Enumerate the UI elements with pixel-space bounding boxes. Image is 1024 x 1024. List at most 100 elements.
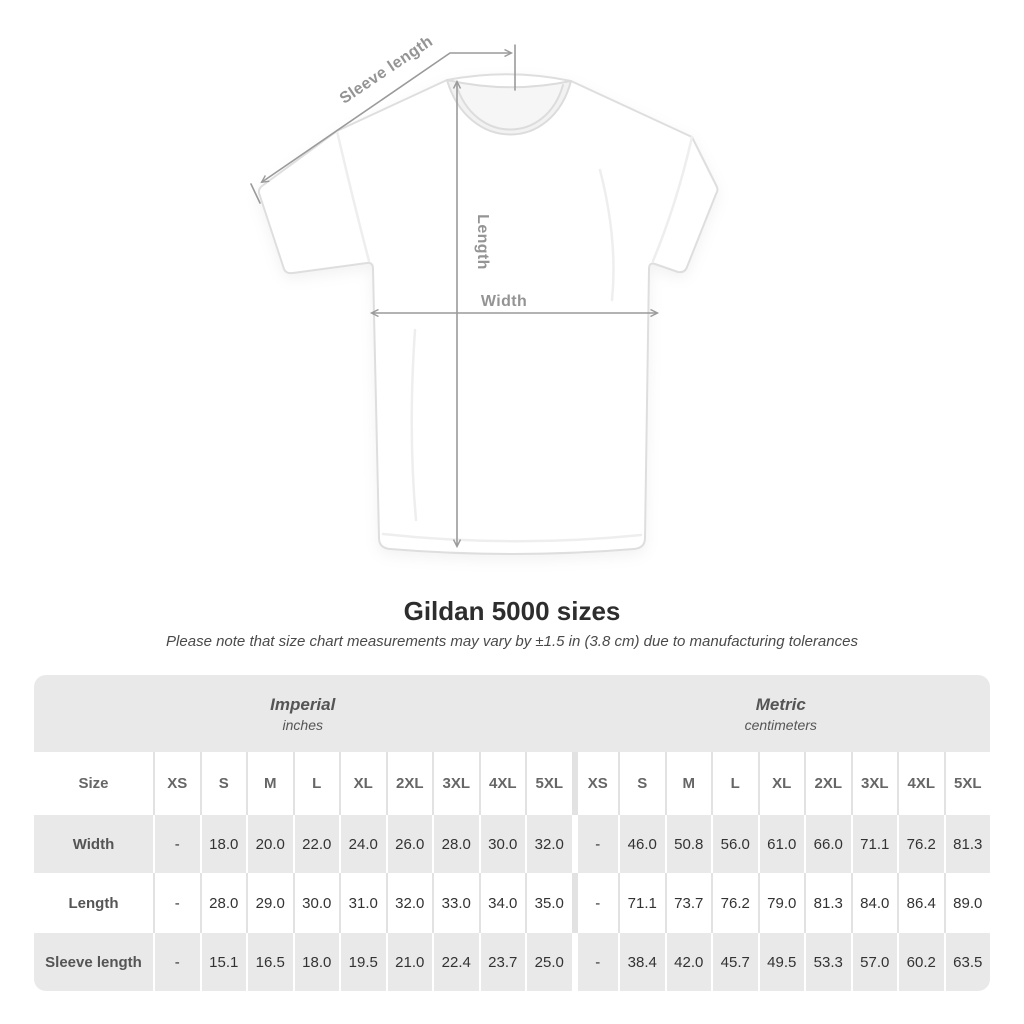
value-cell-metric: 42.0 [664,933,711,991]
value-cell-imperial: 18.0 [292,933,339,991]
value-cell-metric: 89.0 [943,873,990,933]
dimension-lines [250,44,660,549]
value-cell-metric: 60.2 [897,933,944,991]
size-col-header-metric: 2XL [804,752,851,815]
tshirt-graphic [257,73,719,555]
size-header-row: Size XS S M L XL 2XL 3XL 4XL 5XL XS S M L XL 2XL 3XL 4XL… [34,752,990,815]
table-row: Sleeve length -15.1 16.5 18.0 19.5 21.0 22.4 23… [34,933,990,991]
value-cell-imperial: 15.1 [199,933,246,991]
value-cell-imperial: 29.0 [246,873,293,933]
row-label: Sleeve length [34,933,153,991]
fold-line-left [410,328,418,522]
value-cell-imperial: 20.0 [246,815,293,873]
value-cell-metric: 49.5 [757,933,804,991]
fold-line-right [598,168,615,302]
value-cell-imperial: 24.0 [339,815,386,873]
row-label: Width [34,815,153,873]
value-cell-metric: 57.0 [850,933,897,991]
right-sleeve-seam [651,135,694,263]
value-cell-imperial: - [153,873,200,933]
value-cell-imperial: 30.0 [292,873,339,933]
value-cell-metric: 81.3 [943,815,990,873]
table-row: Width -18.0 20.0 22.0 24.0 26.0 28.0 30.0 32.0-4… [34,815,990,873]
sleeve-length-arrow [260,48,514,184]
value-cell-metric: 84.0 [850,873,897,933]
hem-seam [381,532,643,543]
value-cell-imperial: 30.0 [478,815,525,873]
size-col-header-metric: XL [757,752,804,815]
size-col-header-metric: L [711,752,758,815]
size-col-header-imperial: 2XL [385,752,432,815]
value-cell-imperial: 34.0 [478,873,525,933]
value-cell-metric: - [571,815,618,873]
tolerance-note: Please note that size chart measurements… [166,633,858,650]
size-col-header-metric: 5XL [943,752,990,815]
width-label: Width [481,293,527,310]
value-cell-imperial: - [153,933,200,991]
value-cell-metric: 71.1 [850,815,897,873]
value-cell-imperial: 28.0 [432,815,479,873]
value-cell-imperial: - [153,815,200,873]
value-cell-metric: 76.2 [897,815,944,873]
size-col-header-metric: XS [571,752,618,815]
size-table: Imperial inches Metric centimeters Size … [34,675,990,991]
metric-header-cell: Metric centimeters [571,675,990,752]
size-col-header-metric: 4XL [897,752,944,815]
page-title: Gildan 5000 sizes [403,596,621,626]
size-table-container: Imperial inches Metric centimeters Size … [34,675,990,991]
size-col-header-imperial: 5XL [525,752,572,815]
value-cell-metric: 71.1 [618,873,665,933]
value-cell-imperial: 32.0 [385,873,432,933]
value-cell-metric: 66.0 [804,815,851,873]
value-cell-metric: 46.0 [618,815,665,873]
value-cell-metric: 56.0 [711,815,758,873]
metric-sublabel: centimeters [744,716,817,733]
value-cell-imperial: 22.0 [292,815,339,873]
value-cell-metric: - [571,933,618,991]
length-label: Length [474,214,491,270]
size-col-header-metric: S [618,752,665,815]
value-cell-metric: 81.3 [804,873,851,933]
value-cell-metric: 73.7 [664,873,711,933]
imperial-sublabel: inches [282,716,323,733]
value-cell-imperial: 35.0 [525,873,572,933]
imperial-label: Imperial [270,694,336,714]
size-col-header-imperial: S [199,752,246,815]
value-cell-metric: 61.0 [757,815,804,873]
value-cell-metric: 76.2 [711,873,758,933]
size-col-header-imperial: 4XL [478,752,525,815]
value-cell-metric: 53.3 [804,933,851,991]
value-cell-imperial: 22.4 [432,933,479,991]
size-col-header-imperial: L [292,752,339,815]
value-cell-metric: 79.0 [757,873,804,933]
size-col-header-imperial: XS [153,752,200,815]
value-cell-imperial: 18.0 [199,815,246,873]
tshirt-silhouette [257,73,719,555]
tshirt-measurement-diagram: Sleeve length Length Width [250,33,719,555]
metric-label: Metric [755,694,806,714]
row-label: Length [34,873,153,933]
value-cell-imperial: 26.0 [385,815,432,873]
size-col-header-imperial: 3XL [432,752,479,815]
table-row: Length -28.0 29.0 30.0 31.0 32.0 33.0 34.0 35.0-… [34,873,990,933]
value-cell-imperial: 31.0 [339,873,386,933]
value-cell-metric: - [571,873,618,933]
size-col-header-metric: 3XL [850,752,897,815]
value-cell-metric: 86.4 [897,873,944,933]
value-cell-metric: 50.8 [664,815,711,873]
value-cell-imperial: 23.7 [478,933,525,991]
value-cell-imperial: 25.0 [525,933,572,991]
value-cell-metric: 63.5 [943,933,990,991]
value-cell-metric: 38.4 [618,933,665,991]
size-col-header-imperial: XL [339,752,386,815]
value-cell-metric: 45.7 [711,933,758,991]
value-cell-imperial: 19.5 [339,933,386,991]
size-col-header-metric: M [664,752,711,815]
value-cell-imperial: 33.0 [432,873,479,933]
size-header-label: Size [34,752,153,815]
imperial-header-cell: Imperial inches [34,675,572,752]
size-col-header-imperial: M [246,752,293,815]
value-cell-imperial: 28.0 [199,873,246,933]
value-cell-imperial: 32.0 [525,815,572,873]
